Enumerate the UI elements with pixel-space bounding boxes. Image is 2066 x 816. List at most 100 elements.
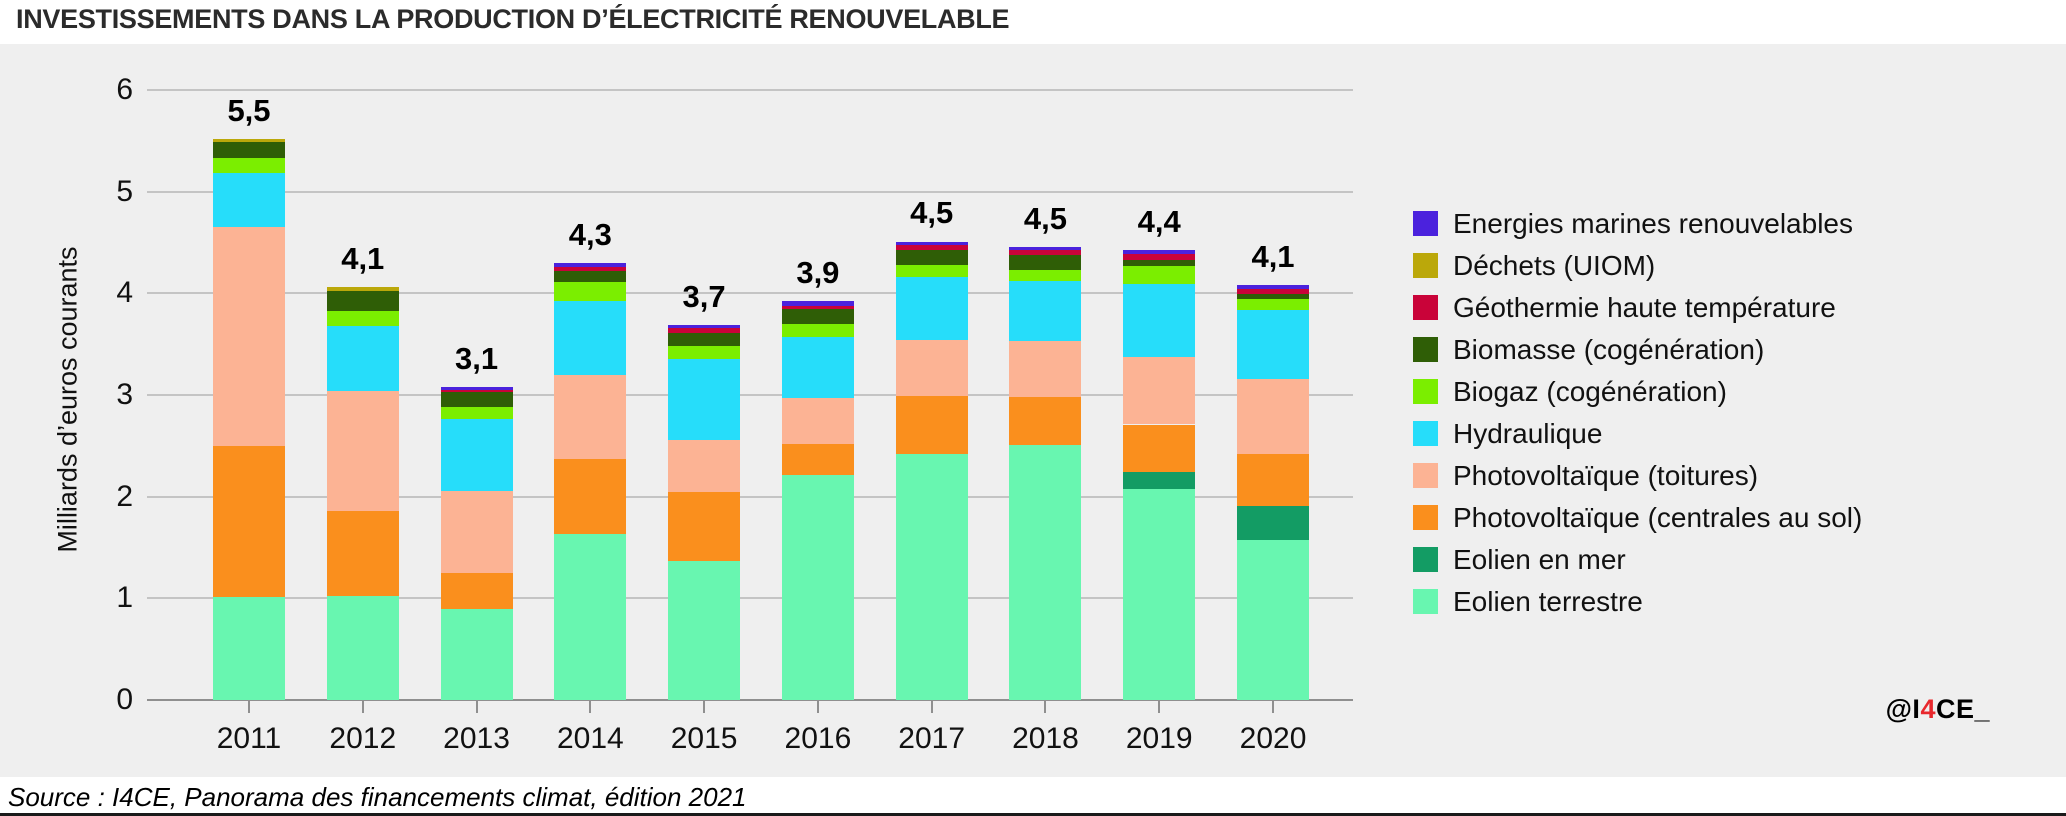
legend-label: Hydraulique [1453,417,1603,449]
legend-label: Eolien en mer [1453,543,1626,575]
legend-swatch [1413,463,1438,488]
segment-2019 [1123,357,1196,425]
segment-2018 [1009,341,1082,398]
segment-2015 [668,346,741,360]
bar-2019 [1123,249,1196,700]
segment-2016 [781,308,854,324]
legend-swatch [1413,379,1438,404]
legend-label: Biogaz (cogénération) [1453,375,1727,407]
watermark-prefix: @I [1885,694,1921,724]
legend: Energies marines renouvelables Déchets (U… [1413,207,1862,617]
bar-2018 [1009,246,1082,700]
segment-2013 [440,407,513,420]
segment-2017 [895,453,968,700]
legend-swatch [1413,547,1438,572]
segment-2018 [1009,397,1082,445]
legend-label: Energies marines renouvelables [1453,207,1853,239]
source-note: Source : I4CE, Panorama des financements… [8,782,747,812]
segment-2017 [895,396,968,454]
total-label-2015: 3,7 [682,278,726,314]
segment-2019 [1123,259,1196,266]
total-label-2016: 3,9 [796,255,840,291]
x-tick-2011 [248,700,250,713]
bar-2014 [554,262,627,700]
segment-2014 [554,270,627,283]
x-tick-2016 [816,700,819,713]
legend-item: Energies marines renouvelables [1413,207,1862,239]
segment-2015 [668,560,741,700]
legend-swatch [1413,295,1438,320]
total-label-2012: 4,1 [341,241,385,277]
segment-2012 [326,390,399,511]
x-tick-2013 [475,700,478,713]
segment-2016 [781,305,854,309]
gridline-y6 [147,89,1353,91]
segment-2020 [1237,294,1310,300]
segment-2011 [213,173,285,228]
x-tick-label-2020: 2020 [1239,722,1307,755]
segment-2019 [1123,284,1196,358]
segment-2019 [1123,472,1196,489]
segment-2017 [895,244,968,250]
total-label-2018: 4,5 [1023,200,1067,236]
legend-swatch [1413,211,1438,236]
segment-2020 [1237,505,1310,541]
legend-item: Biomasse (cogénération) [1413,333,1862,365]
x-tick-label-2018: 2018 [1012,722,1079,755]
segment-2020 [1237,378,1310,454]
segment-2012 [326,291,399,311]
legend-item: Hydraulique [1413,417,1862,449]
segment-2011 [213,445,285,598]
segment-2016 [781,301,854,306]
plot-area: 0 1 2 3 4 5 6 5,5 2011 4,1 2012 3,1 2013 4,3 2014 3,7 20… [116,75,1353,755]
segment-2017 [895,264,968,278]
total-label-2011: 5,5 [227,92,271,128]
legend-item: Photovoltaïque (centrales au sol) [1413,502,1862,533]
segment-2013 [440,419,513,491]
y-tick-label-3: 3 [116,378,133,411]
bottom-rule [0,813,2066,816]
legend-item: Géothermie haute température [1413,292,1862,323]
x-tick-2014 [589,700,592,713]
y-tick-label-4: 4 [116,276,133,310]
segment-2012 [326,596,399,700]
segment-2015 [668,439,741,492]
segment-2019 [1123,424,1196,473]
segment-2015 [668,359,741,440]
x-tick-label-2016: 2016 [784,722,852,755]
x-tick-2012 [361,700,364,713]
total-label-2017: 4,5 [910,195,954,231]
gridline-y3 [147,394,1353,396]
segment-2014 [554,534,627,700]
legend-label: Eolien terrestre [1453,585,1643,617]
i4ce-watermark: @I4CE_ [1886,694,1990,725]
segment-2016 [781,337,854,399]
legend-swatch [1413,505,1438,530]
y-tick-label-5: 5 [116,174,133,208]
x-tick-2018 [1044,700,1047,713]
segment-2017 [895,277,968,341]
chart-title: INVESTISSEMENTS DANS LA PRODUCTION D’ÉLE… [16,4,1010,34]
segment-2019 [1123,265,1196,285]
x-tick-2020 [1272,700,1275,713]
segment-2020 [1237,540,1310,700]
segment-2019 [1123,488,1196,700]
x-tick-label-2017: 2017 [898,722,966,755]
legend-label: Photovoltaïque (toitures) [1453,459,1759,491]
segment-2011 [213,141,285,159]
legend-label: Déchets (UIOM) [1453,249,1656,281]
segment-2015 [668,324,741,328]
x-tick-2015 [703,700,706,713]
segment-2018 [1009,281,1082,342]
legend-item: Eolien en mer [1413,543,1862,575]
legend-item: Eolien terrestre [1413,585,1862,617]
legend-item: Biogaz (cogénération) [1413,375,1862,407]
segment-2012 [326,325,399,391]
segment-2020 [1237,309,1310,379]
segment-2017 [895,340,968,397]
legend-label: Biomasse (cogénération) [1453,333,1765,365]
segment-2016 [781,443,854,476]
bar-2011 [213,138,285,700]
y-tick-label-1: 1 [116,581,133,615]
segment-2012 [326,287,399,292]
